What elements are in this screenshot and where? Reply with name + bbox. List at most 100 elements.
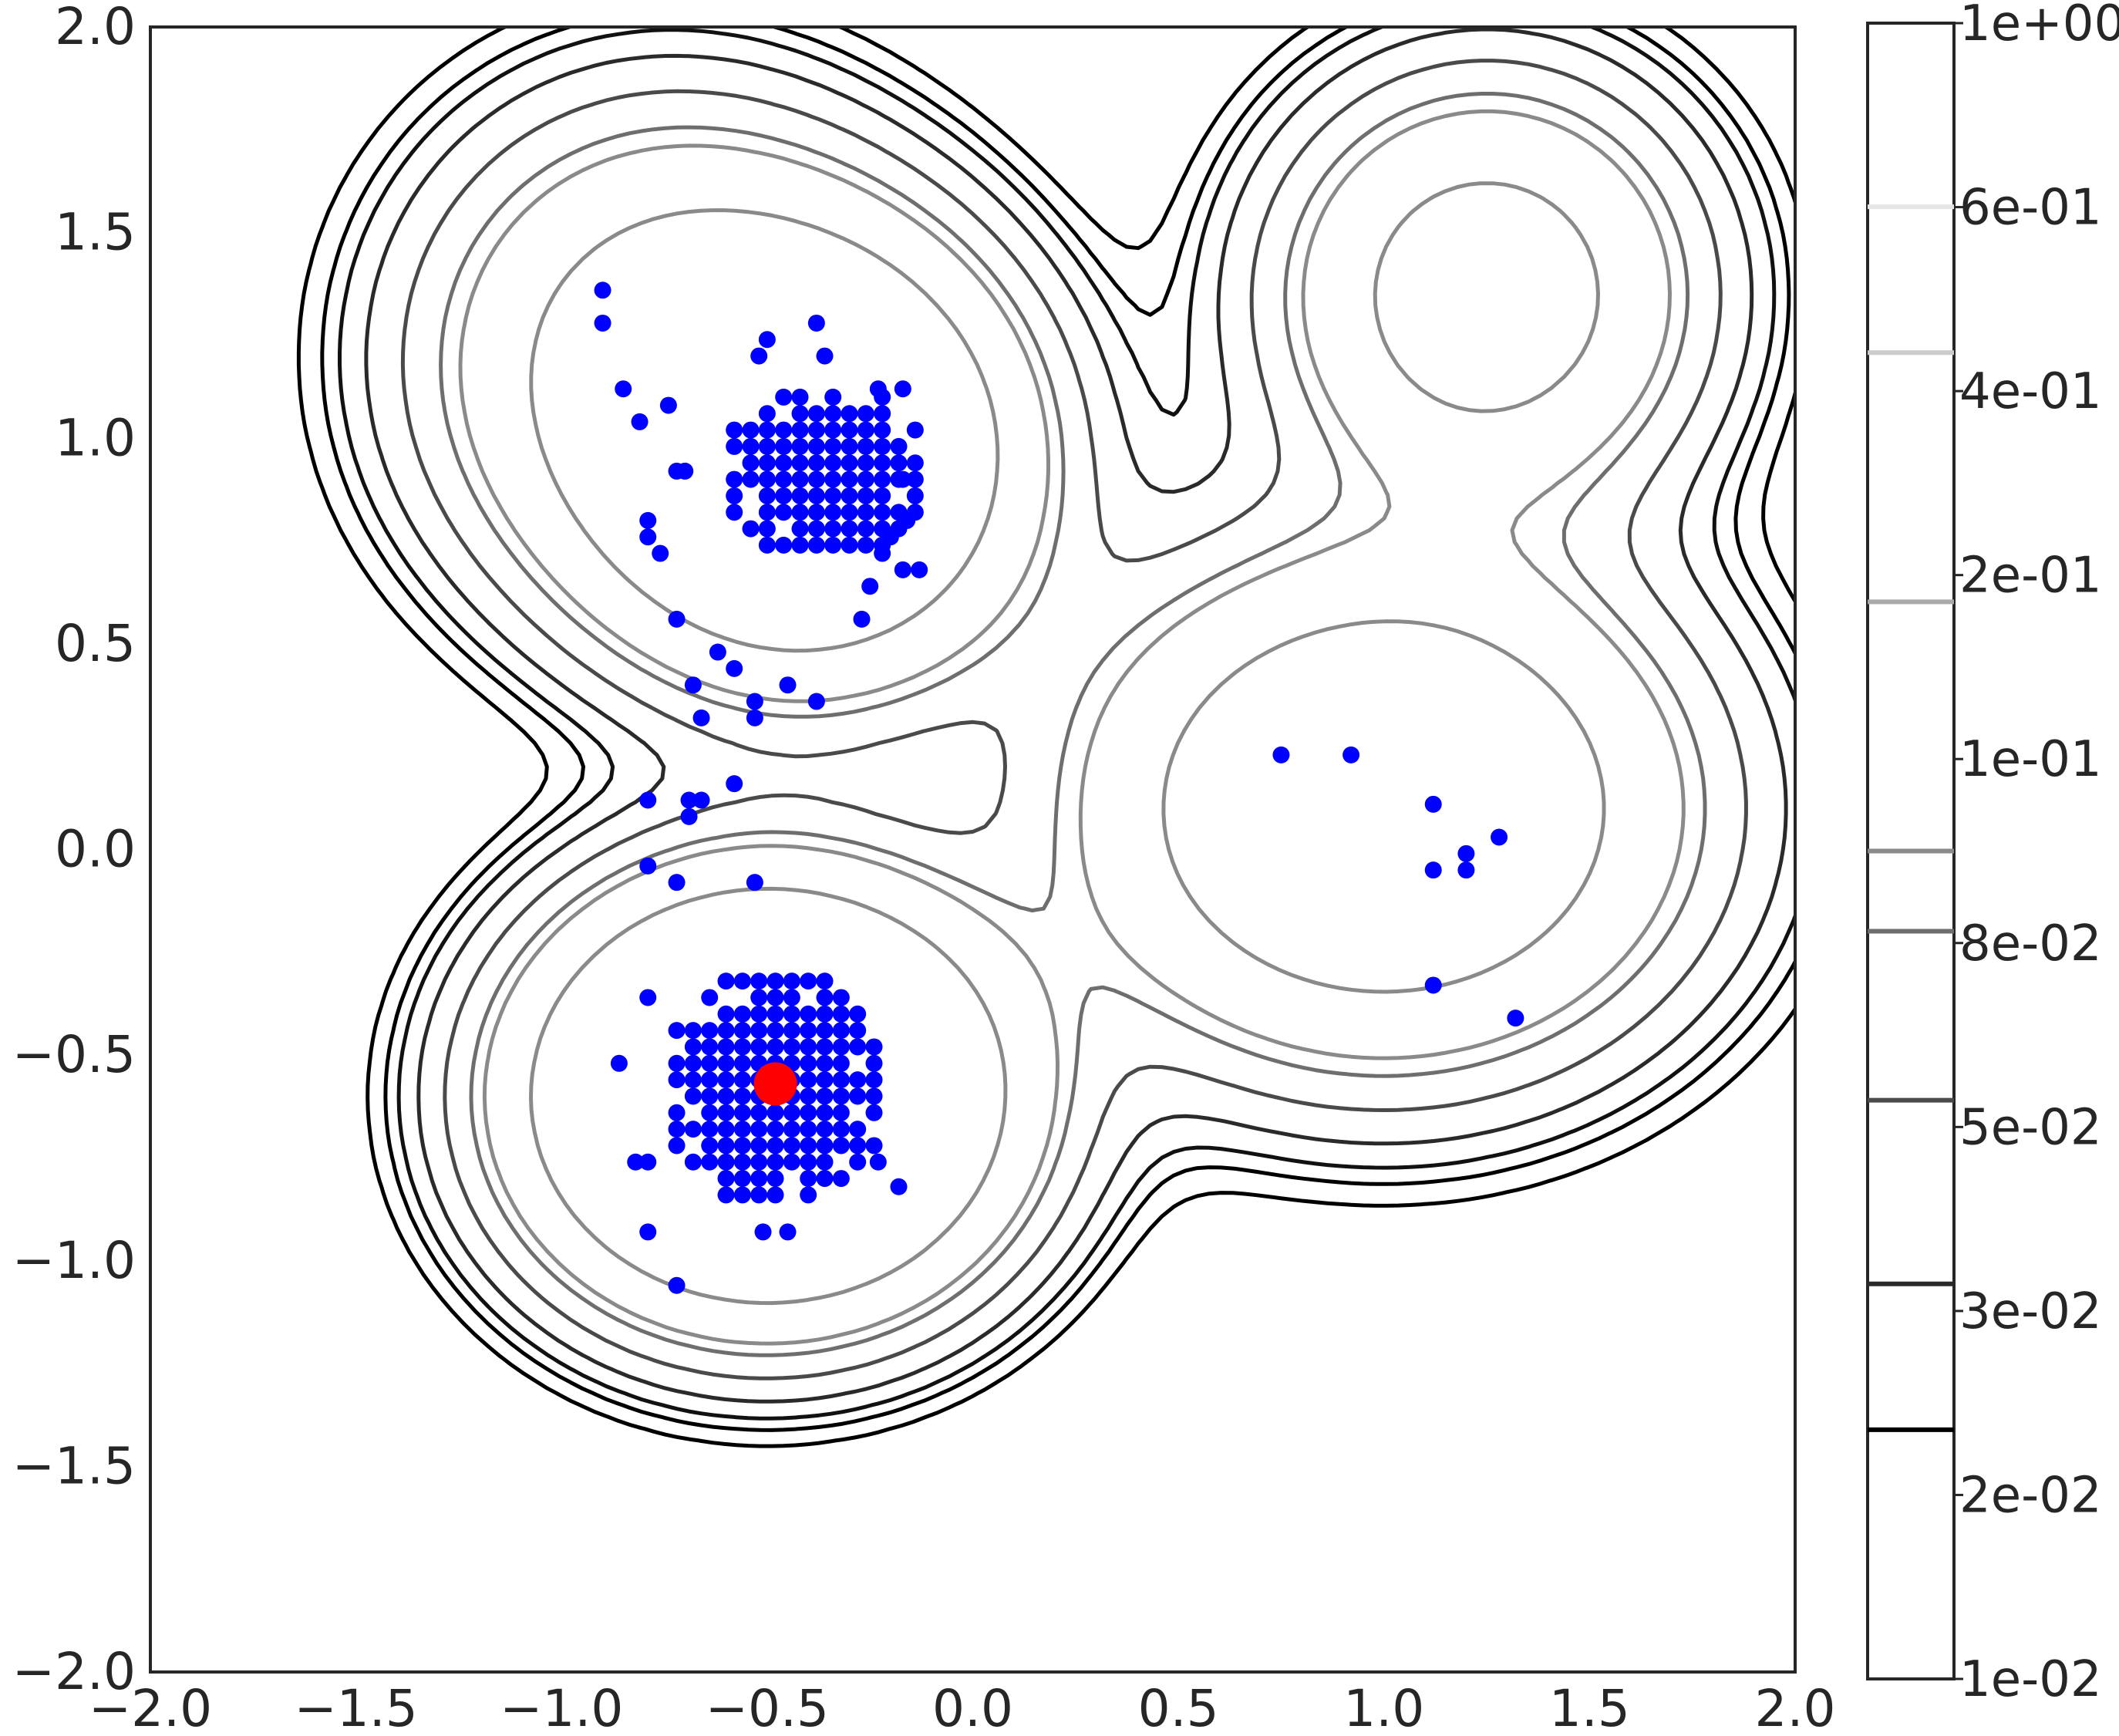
scatter-point bbox=[766, 1121, 784, 1138]
scatter-point bbox=[750, 972, 768, 990]
scatter-point bbox=[807, 693, 825, 710]
scatter-point bbox=[750, 1186, 768, 1204]
scatter-point bbox=[680, 791, 698, 809]
x-tick-label: −2.0 bbox=[89, 1679, 212, 1736]
scatter-point bbox=[775, 454, 793, 472]
scatter-point bbox=[668, 1071, 686, 1089]
y-tick-label: −2.0 bbox=[12, 1642, 136, 1701]
scatter-point bbox=[639, 857, 657, 875]
scatter-point bbox=[746, 874, 763, 892]
scatter-point bbox=[758, 331, 776, 349]
scatter-point bbox=[841, 405, 858, 423]
scatter-point bbox=[857, 454, 874, 472]
scatter-point bbox=[668, 1054, 686, 1072]
scatter-point bbox=[791, 388, 809, 406]
scatter-point bbox=[783, 972, 800, 990]
scatter-point bbox=[627, 1153, 645, 1171]
y-axis-tick-labels: 2.0 1.5 1.0 0.5 0.0 −0.5 −1.0 −1.5 −2.0 bbox=[12, 0, 136, 1701]
scatter-point bbox=[742, 421, 760, 439]
scatter-point bbox=[800, 1170, 817, 1188]
scatter-point bbox=[766, 1170, 784, 1188]
scatter-point bbox=[692, 791, 710, 809]
scatter-point bbox=[684, 1071, 702, 1089]
scatter-point bbox=[668, 1022, 686, 1040]
scatter-point bbox=[766, 1137, 784, 1155]
scatter-point bbox=[824, 388, 842, 406]
scatter-point bbox=[726, 470, 743, 488]
scatter-point bbox=[800, 1186, 817, 1204]
scatter-point bbox=[758, 504, 776, 521]
scatter-point bbox=[733, 972, 751, 990]
scatter-point bbox=[639, 528, 657, 546]
scatter-point bbox=[1507, 1010, 1524, 1027]
scatter-point bbox=[701, 1087, 719, 1105]
scatter-point bbox=[717, 972, 735, 990]
scatter-point bbox=[775, 388, 793, 406]
scatter-point bbox=[832, 1054, 850, 1072]
scatter-point bbox=[717, 1186, 735, 1204]
scatter-point bbox=[807, 487, 825, 504]
colorbar-tick-label: 5e-02 bbox=[1959, 1099, 2102, 1156]
scatter-point bbox=[676, 462, 694, 480]
scatter-point bbox=[791, 421, 809, 439]
scatter-point bbox=[750, 1005, 768, 1023]
scatter-point bbox=[639, 791, 657, 809]
scatter-point bbox=[733, 1087, 751, 1105]
scatter-point bbox=[742, 437, 760, 455]
scatter-point bbox=[726, 504, 743, 521]
scatter-point bbox=[746, 709, 763, 726]
scatter-point bbox=[906, 454, 924, 472]
scatter-point bbox=[750, 1038, 768, 1056]
scatter-point bbox=[849, 1071, 867, 1089]
scatter-point bbox=[750, 1121, 768, 1138]
scatter-point bbox=[807, 536, 825, 554]
scatter-point bbox=[783, 1038, 800, 1056]
scatter-point bbox=[775, 536, 793, 554]
scatter-point bbox=[824, 421, 842, 439]
scatter-point bbox=[783, 989, 800, 1006]
scatter-point bbox=[807, 520, 825, 538]
contour-line bbox=[338, 27, 1795, 1421]
scatter-point bbox=[726, 659, 743, 677]
scatter-point bbox=[668, 1276, 686, 1294]
scatter-point bbox=[849, 1121, 867, 1138]
scatter-point bbox=[874, 544, 891, 562]
x-tick-label: 2.0 bbox=[1755, 1679, 1836, 1736]
scatter-point bbox=[874, 504, 891, 521]
scatter-point bbox=[652, 544, 669, 562]
scatter-point bbox=[807, 454, 825, 472]
scatter-point bbox=[726, 487, 743, 504]
scatter-point bbox=[869, 380, 887, 398]
scatter-point bbox=[1457, 861, 1475, 879]
scatter-point bbox=[890, 437, 908, 455]
scatter-point bbox=[857, 437, 874, 455]
scatter-point bbox=[890, 454, 908, 472]
scatter-point bbox=[824, 504, 842, 521]
scatter-point bbox=[766, 1005, 784, 1023]
scatter-point bbox=[717, 1005, 735, 1023]
scatter-point bbox=[783, 1121, 800, 1138]
scatter-point bbox=[791, 437, 809, 455]
scatter-point bbox=[865, 1104, 883, 1121]
colorbar-tick-label: 2e-01 bbox=[1959, 548, 2102, 605]
scatter-point bbox=[832, 1121, 850, 1138]
scatter-point bbox=[733, 1153, 751, 1171]
scatter-point bbox=[717, 1038, 735, 1056]
y-tick-label: 1.0 bbox=[55, 408, 136, 467]
scatter-points bbox=[594, 281, 1524, 1294]
colorbar-tick-label: 2e-02 bbox=[1959, 1467, 2102, 1524]
scatter-point bbox=[816, 989, 834, 1006]
colorbar-tick-label: 1e+00 bbox=[1959, 0, 2119, 52]
scatter-point bbox=[791, 520, 809, 538]
scatter-point bbox=[832, 1170, 850, 1188]
scatter-point bbox=[816, 1071, 834, 1089]
scatter-point bbox=[1457, 844, 1475, 862]
scatter-point bbox=[1424, 861, 1442, 879]
scatter-point bbox=[742, 520, 760, 538]
colorbar-tick-label: 4e-01 bbox=[1959, 363, 2102, 420]
scatter-point bbox=[750, 1104, 768, 1121]
scatter-point bbox=[742, 454, 760, 472]
contour-line bbox=[296, 27, 1795, 1448]
scatter-point bbox=[841, 437, 858, 455]
